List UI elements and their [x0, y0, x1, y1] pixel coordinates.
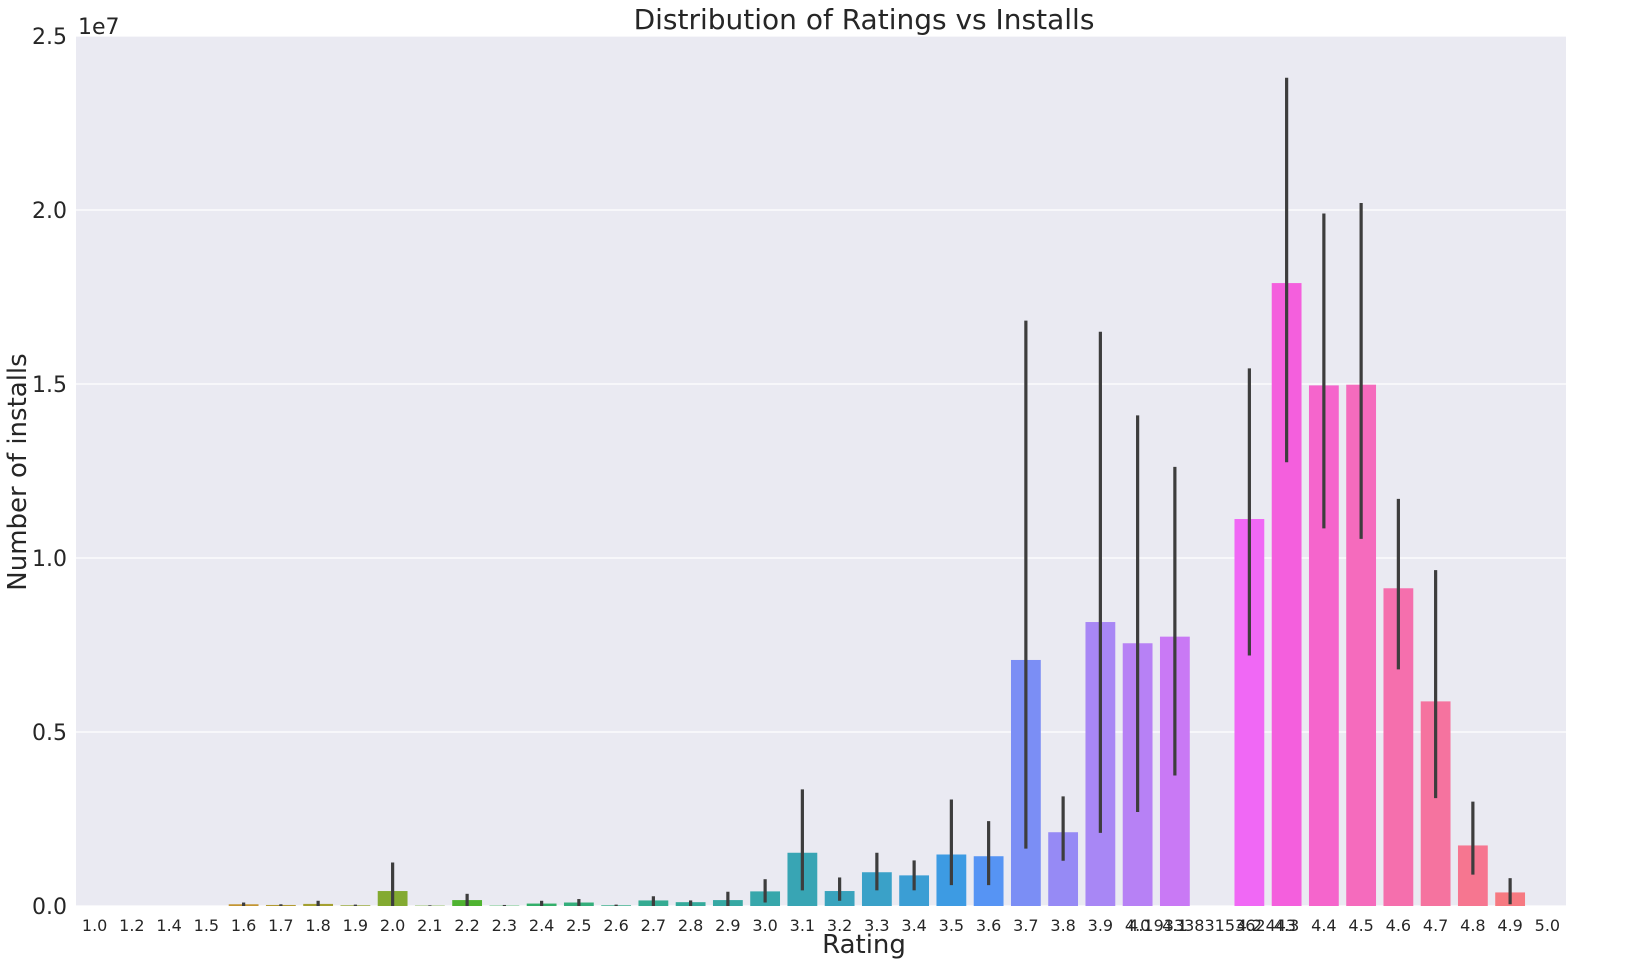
x-tick-label: 3.4	[901, 916, 926, 935]
x-tick-label: 1.8	[305, 916, 330, 935]
x-tick-label: 2.4	[529, 916, 554, 935]
y-tick-labels: 0.0 0.5 1.0 1.5 2.0 2.5	[32, 25, 67, 920]
x-tick-label: 3.1	[790, 916, 815, 935]
y-axis-label: Number of installs	[3, 353, 33, 590]
x-tick-label: 2.8	[678, 916, 703, 935]
y-tick-label: 1.0	[32, 547, 67, 572]
x-tick-label: 3.2	[827, 916, 852, 935]
error-bars	[242, 77, 1512, 906]
x-tick-label: 3.8	[1050, 916, 1075, 935]
x-tick-label: 3.6	[976, 916, 1001, 935]
x-tick-label: 4.2	[1237, 916, 1262, 935]
x-tick-labels: 1.0 1.2 1.4 1.5 1.6 1.7 1.8 1.9 2.0 2.1 2.2 2.3 2.4 2…	[82, 916, 1560, 935]
x-tick-label: 2.7	[641, 916, 666, 935]
x-tick-label: 2.3	[492, 916, 517, 935]
y-tick-label: 1.5	[32, 373, 67, 398]
x-tick-label: 2.5	[566, 916, 591, 935]
y-axis-offset-label: 1e7	[78, 15, 120, 40]
x-tick-label: 4.6	[1386, 916, 1411, 935]
y-tick-label: 0.5	[32, 721, 67, 746]
chart-title: Distribution of Ratings vs Installs	[634, 3, 1095, 36]
plot-background	[76, 36, 1566, 906]
x-tick-label: 4.4	[1311, 916, 1336, 935]
x-tick-label: 4.1	[1162, 916, 1187, 935]
x-tick-label: 1.2	[119, 916, 144, 935]
x-tick-label: 4.193338315362443	[1128, 916, 1296, 935]
y-tick-label: 2.5	[32, 25, 67, 50]
x-axis-label: Rating	[822, 930, 906, 960]
x-tick-label: 3.0	[752, 916, 777, 935]
x-tick-label: 4.5	[1348, 916, 1373, 935]
x-tick-label: 1.7	[268, 916, 293, 935]
x-tick-label: 2.6	[603, 916, 628, 935]
x-tick-label: 5.0	[1535, 916, 1560, 935]
x-tick-label: 4.9	[1497, 916, 1522, 935]
x-tick-label: 2.0	[380, 916, 405, 935]
x-tick-label: 1.6	[231, 916, 256, 935]
x-tick-label: 3.7	[1013, 916, 1038, 935]
x-tick-label: 3.9	[1088, 916, 1113, 935]
x-tick-label: 2.1	[417, 916, 442, 935]
y-tick-label: 0.0	[32, 895, 67, 920]
x-tick-label: 1.4	[156, 916, 181, 935]
x-tick-label: 3.3	[864, 916, 889, 935]
x-tick-label: 4.0	[1125, 916, 1150, 935]
x-tick-label: 2.9	[715, 916, 740, 935]
x-tick-label: 4.3	[1274, 916, 1299, 935]
x-tick-label: 1.0	[82, 916, 107, 935]
x-tick-label: 1.5	[194, 916, 219, 935]
x-tick-label: 4.7	[1423, 916, 1448, 935]
x-tick-label: 3.5	[939, 916, 964, 935]
y-tick-label: 2.0	[32, 199, 67, 224]
x-tick-label: 2.2	[454, 916, 479, 935]
x-tick-label: 1.9	[343, 916, 368, 935]
x-tick-label: 4.8	[1460, 916, 1485, 935]
